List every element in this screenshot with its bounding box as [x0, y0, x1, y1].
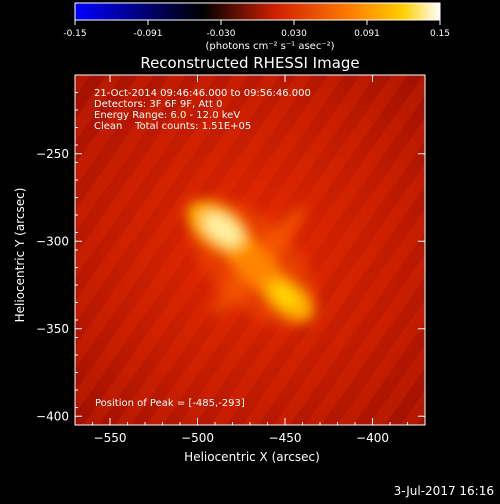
y-tick-label: −250 — [36, 147, 69, 161]
y-tick-label: −300 — [36, 234, 69, 248]
x-axis-label: Heliocentric X (arcsec) — [184, 450, 320, 464]
source-1-core — [203, 213, 242, 246]
colorbar-tick-3: 0.030 — [281, 29, 307, 39]
image-area — [75, 75, 425, 425]
colorbar-tick-0: -0.15 — [63, 29, 86, 39]
info-line-0: 21-Oct-2014 09:46:46.000 to 09:56:46.000 — [94, 88, 311, 99]
x-tick-label: −500 — [181, 431, 214, 445]
colorbar-tick-4: 0.091 — [354, 29, 380, 39]
x-tick-label: −550 — [94, 431, 127, 445]
info-line-2: Energy Range: 6.0 - 12.0 keV — [94, 110, 240, 121]
y-tick-label: −400 — [36, 409, 69, 423]
info-line-1: Detectors: 3F 6F 9F, Att 0 — [94, 99, 222, 110]
source-2-core — [271, 283, 300, 309]
colorbar: -0.15 -0.091 -0.030 0.030 0.091 0.15 (ph… — [63, 2, 450, 52]
colorbar-gradient — [74, 2, 441, 21]
colorbar-tick-5: 0.15 — [430, 29, 450, 39]
x-tick-label: −400 — [356, 431, 389, 445]
chart-title: Reconstructed RHESSI Image — [140, 54, 359, 72]
y-tick-label: −350 — [36, 322, 69, 336]
timestamp: 3-Jul-2017 16:16 — [393, 484, 494, 498]
colorbar-unit-label: (photons cm⁻² s⁻¹ asec⁻²) — [205, 41, 334, 52]
colorbar-tick-1: -0.091 — [133, 29, 162, 39]
x-tick-label: −450 — [269, 431, 302, 445]
y-axis-label: Heliocentric Y (arcsec) — [13, 188, 27, 323]
colorbar-tick-2: -0.030 — [206, 29, 235, 39]
info-line-3: Clean Total counts: 1.51E+05 — [94, 121, 251, 132]
peak-position-label: Position of Peak = [-485,-293] — [95, 398, 245, 409]
